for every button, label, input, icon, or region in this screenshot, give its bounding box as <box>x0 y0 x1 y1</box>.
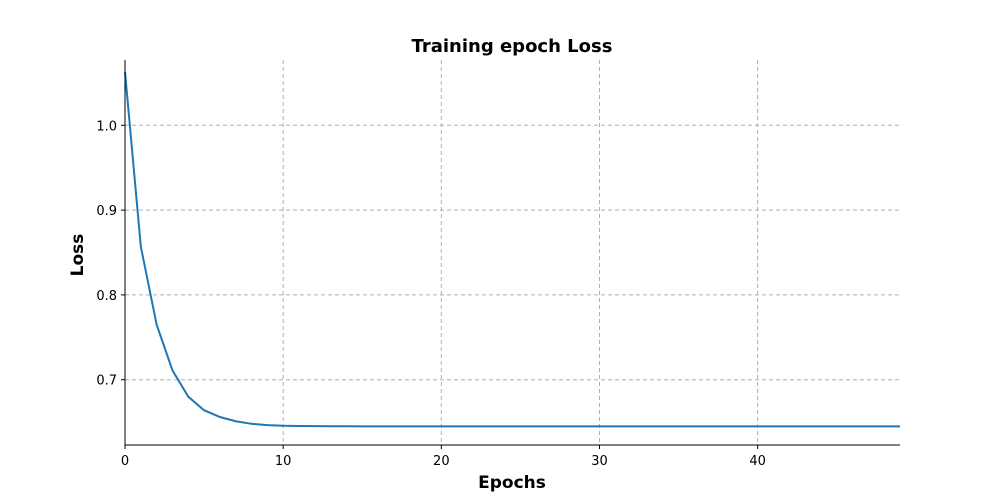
y-tick-label: 1.0 <box>96 119 117 134</box>
x-tick-label: 0 <box>121 454 129 469</box>
y-axis-label: Loss <box>68 234 88 277</box>
x-tick-label: 30 <box>591 454 608 469</box>
ticks: 0 10 20 30 40 0.7 0.8 0.9 1.0 <box>96 119 766 469</box>
chart-title: Training epoch Loss <box>412 36 613 57</box>
y-tick-label: 0.7 <box>96 374 117 389</box>
x-axis-label: Epochs <box>478 473 546 493</box>
y-tick-label: 0.9 <box>96 204 117 219</box>
series-layer <box>124 71 900 428</box>
x-tick-label: 10 <box>275 454 292 469</box>
loss-series-line <box>124 71 900 428</box>
grid <box>125 60 900 445</box>
x-tick-label: 20 <box>433 454 450 469</box>
x-tick-label: 40 <box>749 454 766 469</box>
axes <box>124 60 900 446</box>
y-tick-label: 0.8 <box>96 289 117 304</box>
